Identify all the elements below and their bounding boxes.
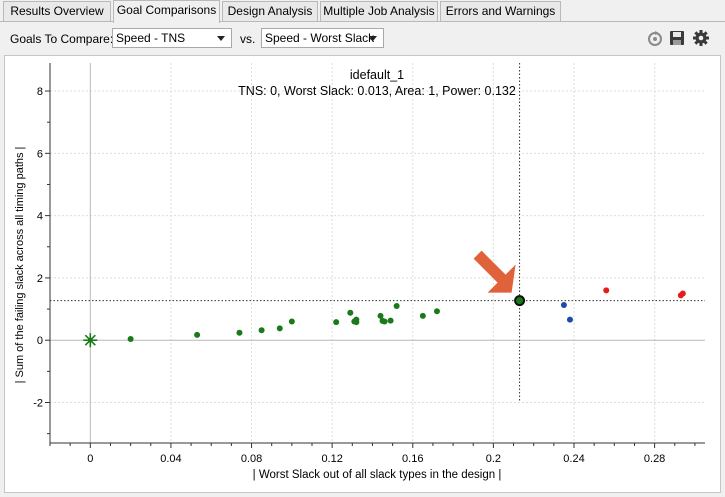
goal-x-select[interactable]: Speed - TNS [112, 28, 232, 48]
data-points [127, 287, 686, 342]
x-tick-label: 0 [87, 453, 93, 465]
y-tick-label: 0 [37, 335, 43, 347]
annotation-title: idefault_1 [350, 68, 404, 82]
origin-star-marker[interactable] [83, 333, 98, 348]
y-tick-label: 6 [37, 148, 43, 160]
y-axis-label: | Sum of the failing slack across all ti… [14, 147, 26, 384]
selected-data-point[interactable] [514, 295, 526, 307]
data-point-green[interactable] [377, 312, 384, 319]
data-point-green[interactable] [276, 325, 283, 332]
data-point-green[interactable] [288, 318, 295, 325]
star-center [87, 337, 93, 343]
y-tick-label: 4 [37, 211, 43, 223]
tab-design-analysis[interactable]: Design Analysis [222, 1, 318, 21]
goal-y-select-value: Speed - Worst Slack [265, 31, 375, 45]
goals-to-compare-label: Goals To Compare: [10, 32, 114, 46]
x-tick-label: 0.2 [486, 453, 501, 465]
data-point-green[interactable] [347, 309, 354, 316]
goal-x-select-value: Speed - TNS [116, 31, 186, 45]
data-point-green[interactable] [194, 331, 201, 338]
x-tick-label: 0.12 [321, 453, 342, 465]
x-tick-label: 0.24 [563, 453, 584, 465]
tab-goal-comparisons[interactable]: Goal Comparisons [113, 0, 220, 23]
x-tick-label: 0.16 [402, 453, 423, 465]
data-point-green[interactable] [381, 318, 388, 325]
annotation-details: TNS: 0, Worst Slack: 0.013, Area: 1, Pow… [238, 84, 516, 98]
plot-panel [4, 55, 721, 493]
data-point-blue[interactable] [566, 316, 573, 323]
data-point-green[interactable] [433, 308, 440, 315]
tab-multiple-job-analysis[interactable]: Multiple Job Analysis [320, 1, 438, 21]
y-tick-label: 2 [37, 273, 43, 285]
data-point-green[interactable] [387, 317, 394, 324]
data-point-green[interactable] [353, 319, 360, 326]
data-point-green[interactable] [236, 329, 243, 336]
y-tick-label: 8 [37, 86, 43, 98]
x-tick-label: 0.08 [241, 453, 262, 465]
x-tick-label: 0.28 [644, 453, 665, 465]
data-point-green[interactable] [419, 312, 426, 319]
y-tick-label: -2 [33, 398, 43, 410]
vs-label: vs. [240, 32, 256, 46]
data-point-green[interactable] [333, 319, 340, 326]
tab-bar: Results Overview Goal Comparisons Design A… [0, 0, 725, 23]
chevron-down-icon [369, 36, 377, 41]
data-point-red[interactable] [679, 290, 686, 297]
x-tick-label: 0.04 [160, 453, 181, 465]
data-point-green[interactable] [258, 327, 265, 334]
selection-crosshair [50, 63, 705, 403]
chart-axes: 0 0.04 0.08 0.12 0.16 0.2 0.24 0.28 -2 0 2 4 6 8 [33, 63, 705, 465]
refresh-icon[interactable] [646, 29, 664, 47]
chevron-down-icon [217, 36, 225, 41]
save-icon[interactable] [668, 29, 686, 47]
data-point-red[interactable] [603, 287, 610, 294]
goal-y-select[interactable]: Speed - Worst Slack [261, 28, 384, 48]
tab-results-overview[interactable]: Results Overview [3, 1, 111, 21]
data-point-green[interactable] [127, 335, 134, 342]
data-point-blue[interactable] [560, 302, 567, 309]
tab-errors-and-warnings[interactable]: Errors and Warnings [440, 1, 561, 21]
data-point-green[interactable] [393, 302, 400, 309]
chart-grid [50, 63, 705, 443]
pointer-arrow-icon [473, 250, 516, 293]
x-axis-label: | Worst Slack out of all slack types in … [253, 469, 502, 481]
gear-icon[interactable] [692, 29, 710, 47]
